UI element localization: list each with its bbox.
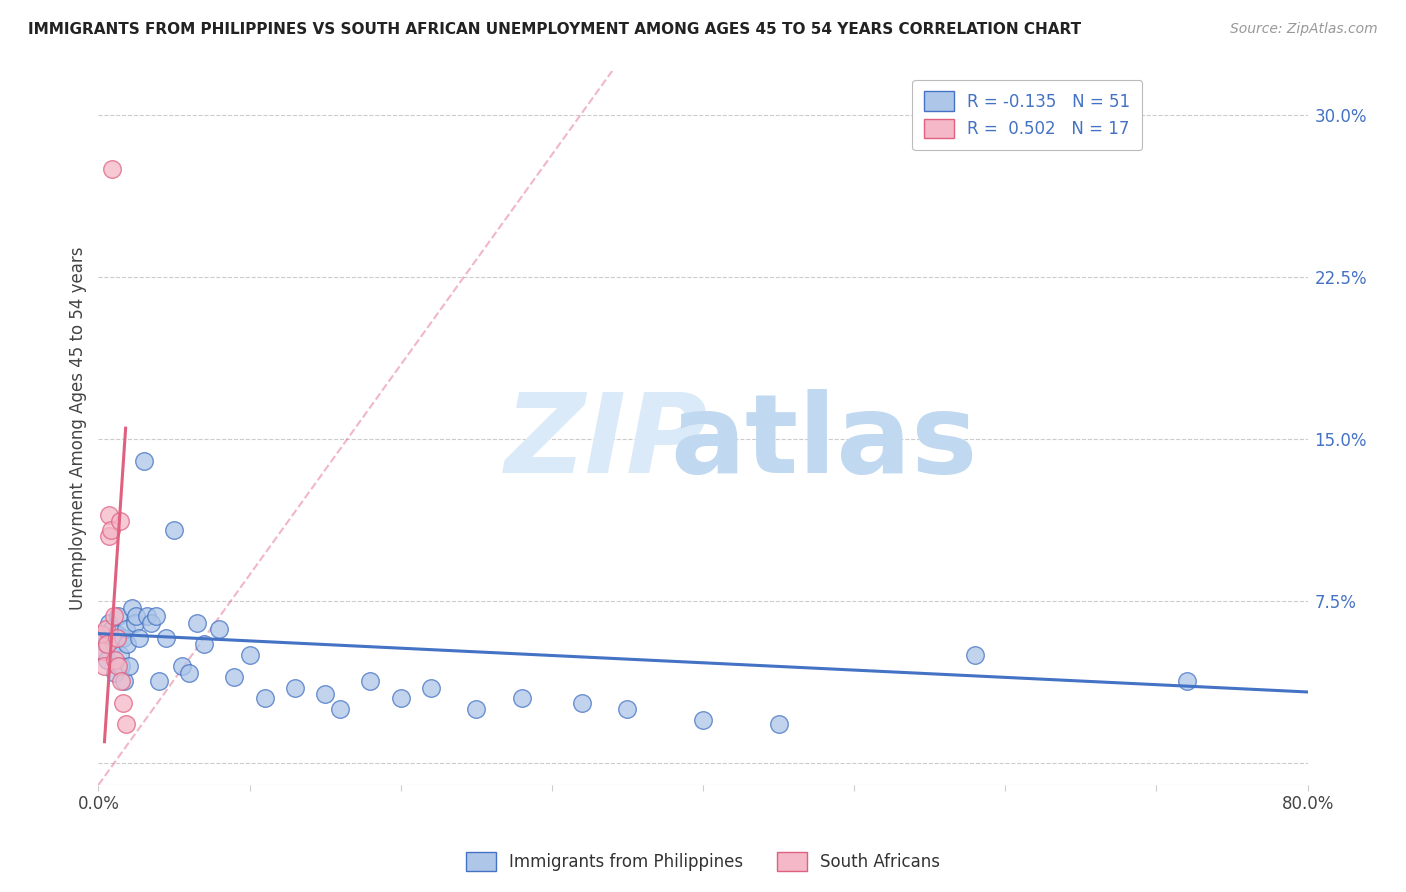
Point (420, 681, 443, 695)
Point (239, 648, 262, 663)
Point (692, 713, 714, 727)
Point (108, 648, 131, 663)
Point (124, 615, 146, 630)
Point (253, 691, 276, 706)
Point (98, 615, 121, 630)
Point (100, 523, 122, 537)
Point (118, 659, 141, 673)
Point (108, 514, 131, 528)
Point (155, 631, 177, 645)
Point (100, 631, 122, 645)
Point (132, 453, 155, 467)
Point (389, 691, 412, 706)
Point (93, 626, 115, 640)
Point (101, 161, 124, 176)
Text: Source: ZipAtlas.com: Source: ZipAtlas.com (1230, 22, 1378, 37)
Point (107, 609, 129, 624)
Point (314, 687, 336, 701)
Point (186, 615, 208, 630)
Point (94, 622, 117, 636)
Point (179, 665, 201, 680)
Point (145, 609, 167, 624)
Point (616, 702, 638, 716)
Text: IMMIGRANTS FROM PHILIPPINES VS SOUTH AFRICAN UNEMPLOYMENT AMONG AGES 45 TO 54 YE: IMMIGRANTS FROM PHILIPPINES VS SOUTH AFR… (28, 22, 1081, 37)
Text: atlas: atlas (671, 389, 977, 496)
Point (965, 648, 987, 663)
Point (98, 508, 121, 522)
Point (103, 637, 125, 651)
Point (1175, 674, 1198, 689)
Point (104, 665, 127, 680)
Point (98, 529, 121, 543)
Point (163, 523, 186, 537)
Point (110, 659, 132, 673)
Point (94, 637, 117, 651)
Point (571, 696, 593, 710)
Point (360, 674, 382, 689)
Point (148, 674, 170, 689)
Point (170, 659, 193, 673)
Point (105, 626, 128, 640)
Point (96, 652, 118, 666)
Point (768, 717, 790, 731)
Point (115, 637, 138, 651)
Point (128, 631, 150, 645)
Point (284, 681, 307, 695)
Point (193, 637, 215, 651)
Point (91, 644, 114, 658)
Point (121, 600, 143, 615)
Point (111, 696, 134, 710)
Point (90, 626, 112, 640)
Point (107, 659, 129, 673)
Point (114, 717, 136, 731)
Point (101, 622, 124, 636)
Point (105, 631, 128, 645)
Point (125, 609, 148, 624)
Point (104, 652, 127, 666)
Point (329, 702, 352, 716)
Legend: Immigrants from Philippines, South Africans: Immigrants from Philippines, South Afric… (457, 843, 949, 880)
Point (91, 644, 114, 658)
Y-axis label: Unemployment Among Ages 45 to 54 years: Unemployment Among Ages 45 to 54 years (69, 246, 87, 610)
Point (135, 609, 157, 624)
Point (112, 674, 135, 689)
Point (96, 637, 118, 651)
Point (224, 670, 246, 684)
Point (208, 622, 231, 636)
Text: ZIP: ZIP (505, 389, 709, 496)
Point (114, 622, 136, 636)
Point (141, 615, 163, 630)
Point (103, 609, 125, 624)
Point (510, 691, 533, 706)
Point (111, 631, 134, 645)
Point (93, 659, 115, 673)
Point (110, 674, 132, 689)
Point (465, 702, 488, 716)
